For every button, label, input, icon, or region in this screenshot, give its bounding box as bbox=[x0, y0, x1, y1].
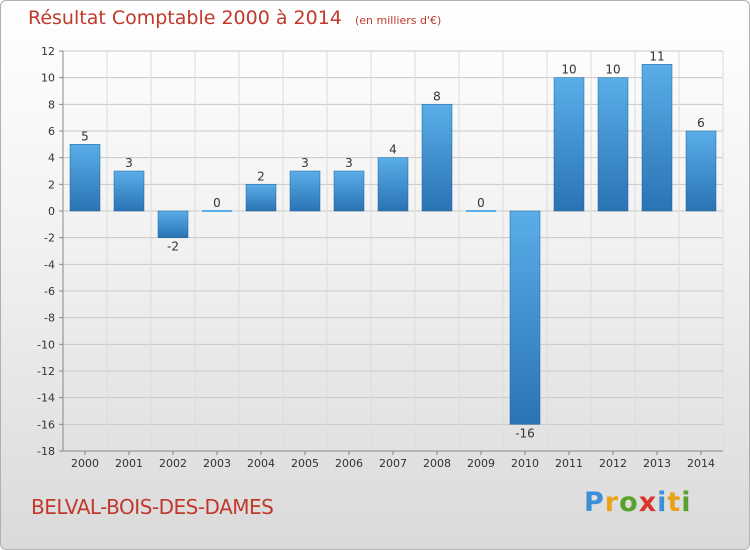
chart-title: Résultat Comptable 2000 à 2014 (en milli… bbox=[28, 7, 441, 29]
y-tick-label: -4 bbox=[44, 258, 55, 271]
logo-letter: o bbox=[619, 487, 639, 518]
y-tick-label: 10 bbox=[41, 72, 55, 85]
x-tick-label: 2009 bbox=[467, 457, 495, 470]
bar bbox=[377, 157, 409, 212]
bar bbox=[685, 130, 717, 212]
logo-letter: i bbox=[657, 487, 668, 518]
y-tick-label: 0 bbox=[48, 205, 55, 218]
bar bbox=[509, 210, 541, 425]
x-tick-label: 2011 bbox=[555, 457, 583, 470]
x-tick-label: 2003 bbox=[203, 457, 231, 470]
bars bbox=[69, 64, 717, 425]
x-tick-label: 2008 bbox=[423, 457, 451, 470]
bar bbox=[641, 64, 673, 212]
y-tick-label: -14 bbox=[37, 392, 55, 405]
logo-letter: x bbox=[638, 487, 658, 518]
logo-letter: i bbox=[681, 487, 692, 518]
y-tick-label: 12 bbox=[41, 45, 55, 58]
place-name: BELVAL-BOIS-DES-DAMES bbox=[31, 495, 274, 519]
x-tick-label: 2013 bbox=[643, 457, 671, 470]
x-tick-label: 2000 bbox=[71, 457, 99, 470]
bar-value-label: 0 bbox=[213, 196, 221, 210]
bar bbox=[597, 77, 629, 212]
y-tick-label: -18 bbox=[37, 445, 55, 458]
x-tick-label: 2001 bbox=[115, 457, 143, 470]
y-tick-label: 8 bbox=[48, 98, 55, 111]
y-tick-label: -16 bbox=[37, 418, 55, 431]
bar bbox=[113, 170, 145, 212]
y-tick-label: 4 bbox=[48, 152, 55, 165]
x-tick-label: 2006 bbox=[335, 457, 363, 470]
bar-value-label: 4 bbox=[389, 143, 397, 157]
x-tick-label: 2007 bbox=[379, 457, 407, 470]
bar bbox=[333, 170, 365, 212]
chart-title-unit: (en milliers d'€) bbox=[354, 14, 442, 27]
bar-value-label: -2 bbox=[167, 240, 179, 254]
x-tick-label: 2004 bbox=[247, 457, 275, 470]
y-tick-label: 6 bbox=[48, 125, 55, 138]
logo-letter: t bbox=[667, 487, 682, 518]
x-tick-label: 2005 bbox=[291, 457, 319, 470]
chart-title-main: Résultat Comptable 2000 à 2014 bbox=[28, 7, 342, 29]
bar bbox=[245, 184, 277, 212]
y-tick-label: 2 bbox=[48, 178, 55, 191]
data-labels: 5 3 -2 0 2 3 3 4 8 0 -16 10 10 11 6 bbox=[81, 49, 705, 440]
bar-value-label: 2 bbox=[257, 169, 265, 183]
bar-value-label: 3 bbox=[301, 156, 309, 170]
bar-value-label: 10 bbox=[561, 63, 576, 77]
bar-value-label: 5 bbox=[81, 129, 89, 143]
bar-value-label: 11 bbox=[649, 49, 664, 63]
bar-value-label: 6 bbox=[697, 116, 705, 130]
x-tick-label: 2012 bbox=[599, 457, 627, 470]
y-tick-label: -8 bbox=[44, 312, 55, 325]
bar-value-label: -16 bbox=[515, 426, 535, 440]
y-tick-label: -10 bbox=[37, 338, 55, 351]
x-tick-label: 2014 bbox=[687, 457, 715, 470]
bar bbox=[553, 77, 585, 212]
bar-value-label: 3 bbox=[125, 156, 133, 170]
bar bbox=[69, 144, 101, 212]
y-tick-label: -12 bbox=[37, 365, 55, 378]
proxiti-logo: Proxiti bbox=[584, 487, 692, 518]
x-tick-label: 2010 bbox=[511, 457, 539, 470]
bar bbox=[289, 170, 321, 212]
logo-letter: P bbox=[584, 487, 605, 518]
x-tick-label: 2002 bbox=[159, 457, 187, 470]
y-tick-label: -2 bbox=[44, 232, 55, 245]
logo-letter: r bbox=[604, 487, 620, 518]
bar-value-label: 10 bbox=[605, 63, 620, 77]
bar-value-label: 0 bbox=[477, 196, 485, 210]
bar-value-label: 8 bbox=[433, 89, 441, 103]
bar bbox=[157, 210, 189, 238]
bar bbox=[421, 104, 453, 212]
bar-value-label: 3 bbox=[345, 156, 353, 170]
y-tick-label: -6 bbox=[44, 285, 55, 298]
